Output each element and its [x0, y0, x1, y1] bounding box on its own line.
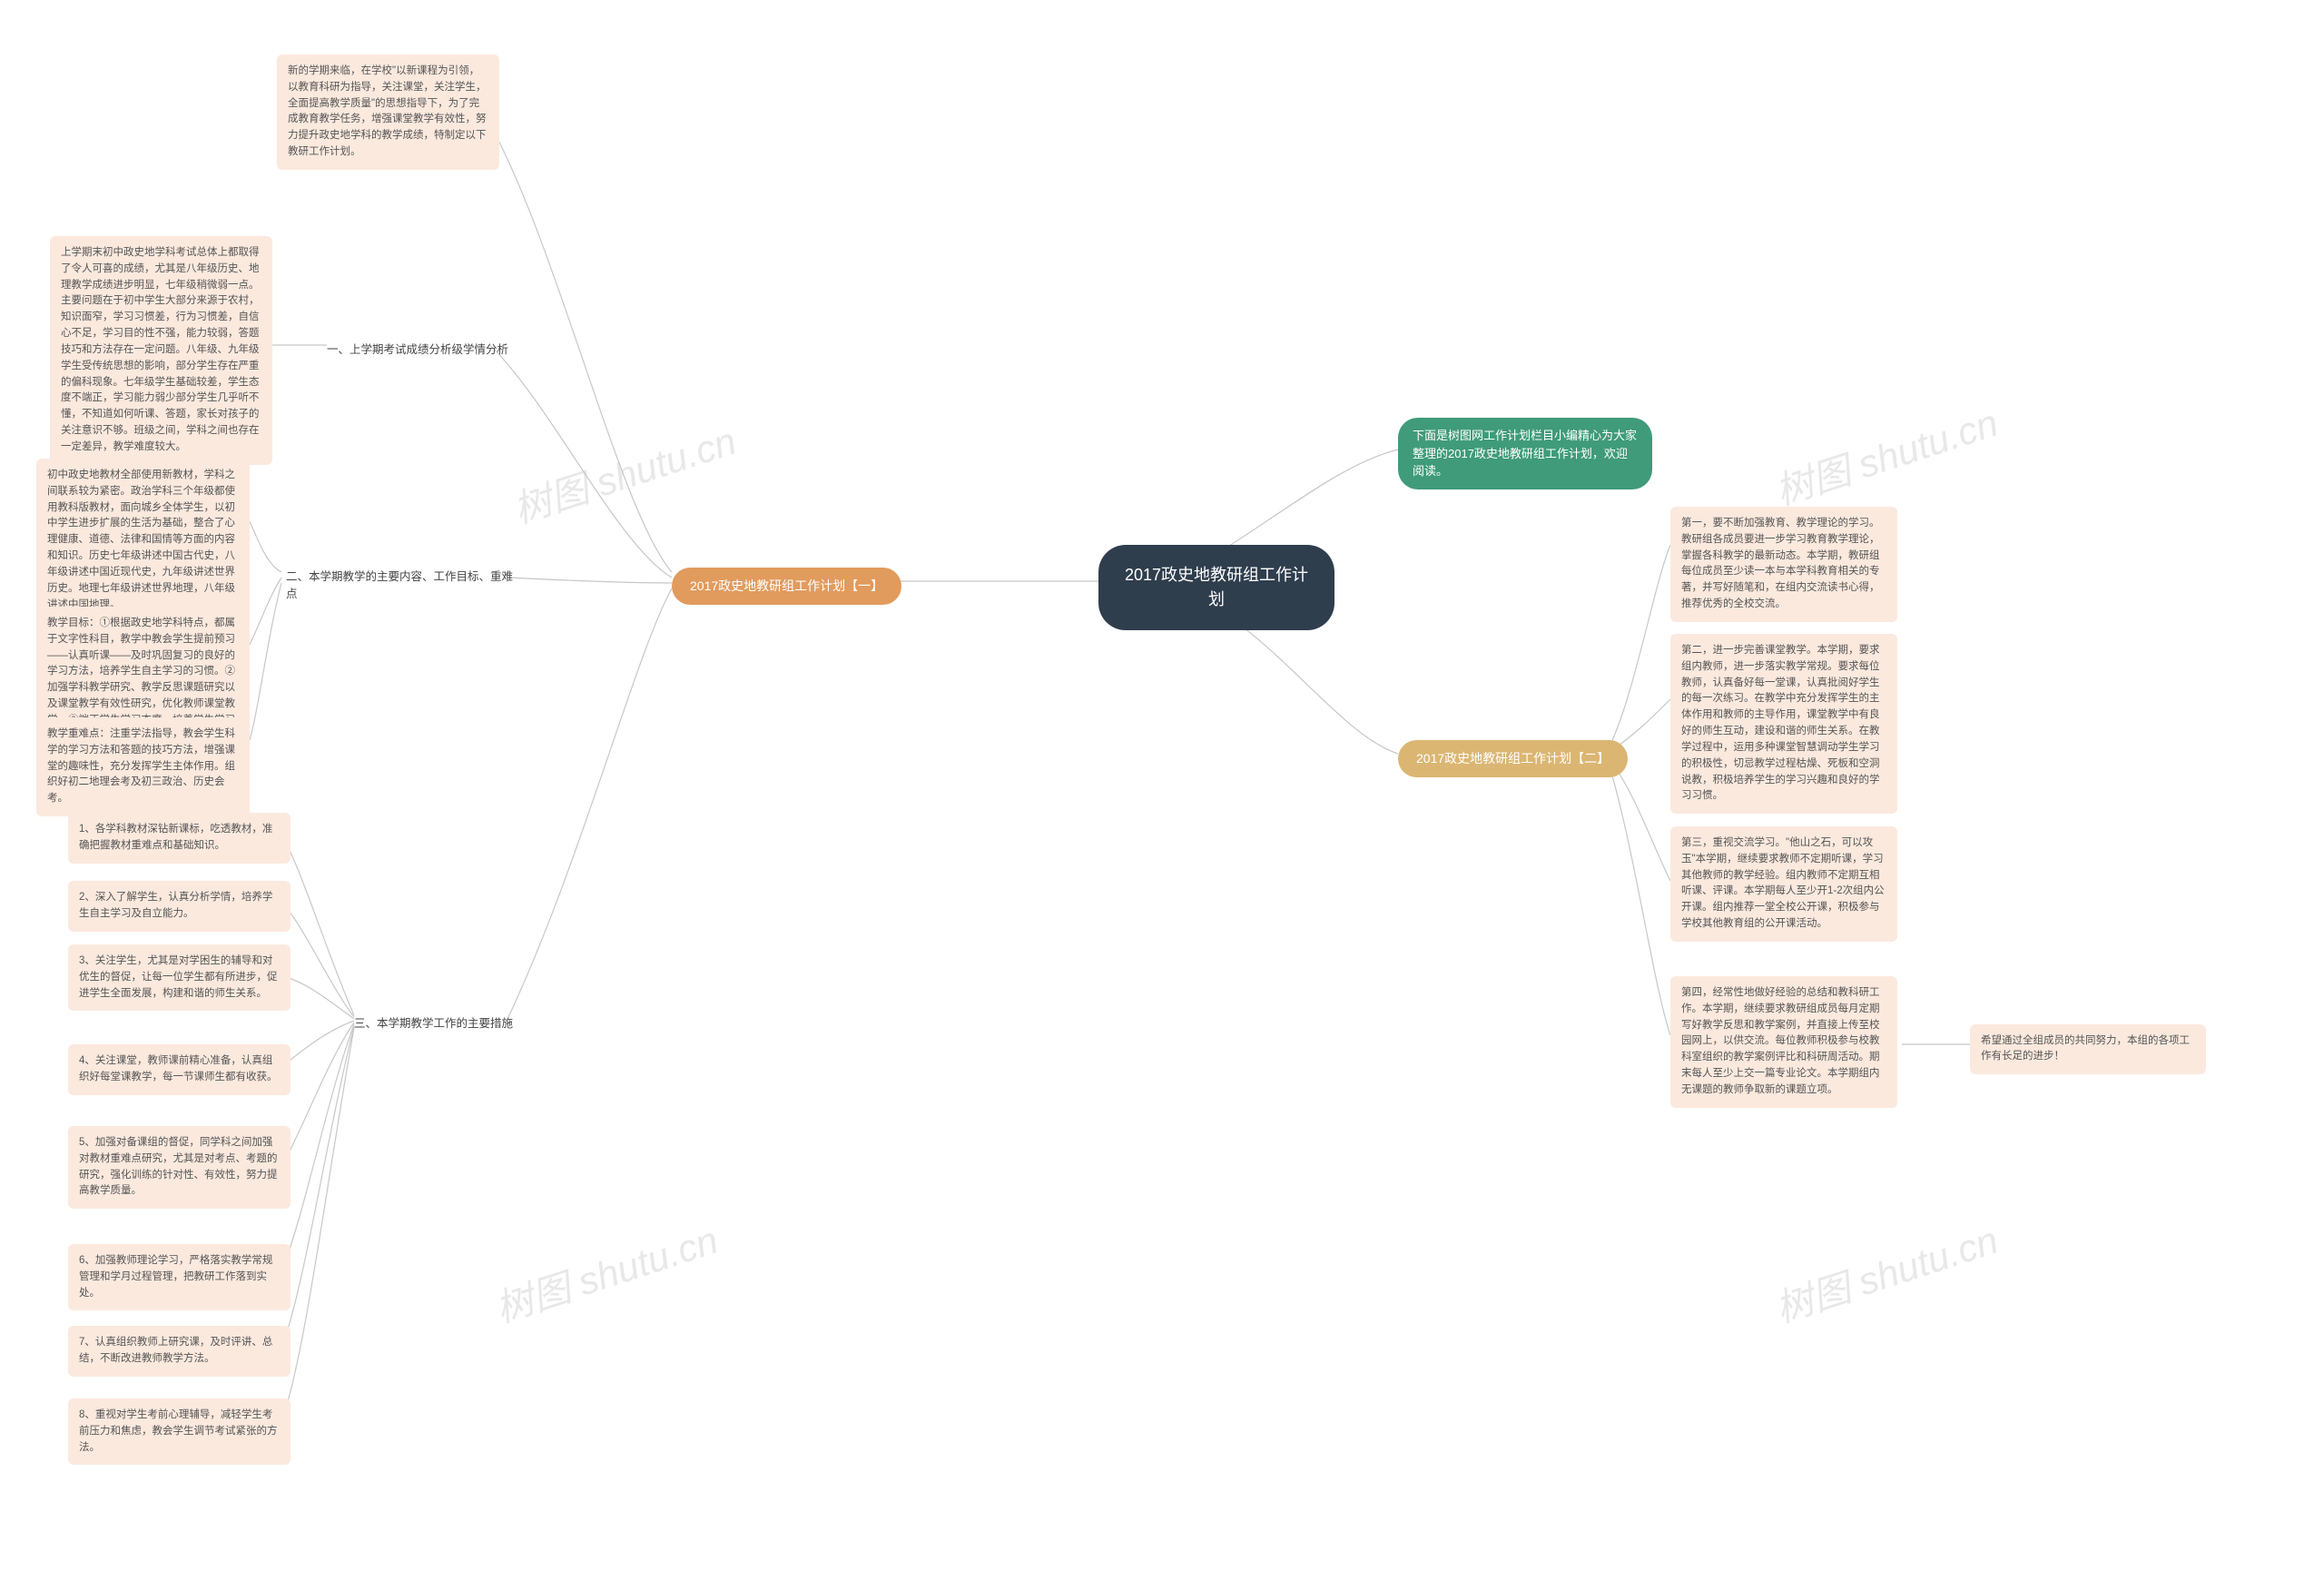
section-3-item-4-text: 4、关注课堂，教师课前精心准备，认真组织好每堂课教学，每一节课师生都有收获。 — [79, 1055, 278, 1082]
plan-two-item-1: 第一，要不断加强教育、教学理论的学习。教研组各成员要进一步学习教育教学理论，掌握… — [1670, 507, 1897, 622]
plan-two-item-4-text: 第四，经常性地做好经验的总结和教科研工作。本学期，继续要求教研组成员每月定期写好… — [1681, 987, 1880, 1095]
plan-two-item-4: 第四，经常性地做好经验的总结和教科研工作。本学期，继续要求教研组成员每月定期写好… — [1670, 976, 1897, 1108]
section-3-item-1: 1、各学科教材深钻新课标，吃透教材，准确把握教材重难点和基础知识。 — [68, 813, 290, 864]
section-3-item-5-text: 5、加强对备课组的督促，同学科之间加强对教材重难点研究，尤其是对考点、考题的研究… — [79, 1137, 278, 1196]
section-3-item-8: 8、重视对学生考前心理辅导，减轻学生考前压力和焦虑，教会学生调节考试紧张的方法。 — [68, 1398, 290, 1465]
connector-layer — [0, 0, 2324, 1581]
plan-two-item-1-text: 第一，要不断加强教育、教学理论的学习。教研组各成员要进一步学习教育教学理论，掌握… — [1681, 518, 1880, 609]
plan-one-prelude: 新的学期来临，在学校"以新课程为引领，以教育科研为指导，关注课堂，关注学生，全面… — [277, 54, 499, 170]
section-3-item-4: 4、关注课堂，教师课前精心准备，认真组织好每堂课教学，每一节课师生都有收获。 — [68, 1044, 290, 1095]
intro-node: 下面是树图网工作计划栏目小编精心为大家整理的2017政史地教研组工作计划，欢迎阅… — [1398, 418, 1652, 489]
plan-two-item-3-text: 第三，重视交流学习。"他山之石，可以攻玉"本学期，继续要求教师不定期听课，学习其… — [1681, 837, 1885, 929]
section-3-title: 三、本学期教学工作的主要措施 — [354, 1008, 513, 1040]
plan-two-node: 2017政史地教研组工作计划【二】 — [1398, 740, 1628, 777]
section-3-item-8-text: 8、重视对学生考前心理辅导，减轻学生考前压力和焦虑，教会学生调节考试紧张的方法。 — [79, 1409, 278, 1453]
watermark: 树图 shutu.cn — [487, 1210, 724, 1334]
watermark: 树图 shutu.cn — [1768, 392, 2004, 517]
section-1-body: 上学期末初中政史地学科考试总体上都取得了令人可喜的成绩，尤其是八年级历史、地理教… — [50, 236, 272, 465]
section-3-item-3-text: 3、关注学生，尤其是对学困生的辅导和对优生的督促，让每一位学生都有所进步，促进学… — [79, 955, 278, 999]
section-2-p3: 教学重难点：注重学法指导，教会学生科学的学习方法和答题的技巧方法，增强课堂的趣味… — [36, 717, 250, 816]
root-title: 2017政史地教研组工作计划 — [1125, 566, 1308, 608]
section-1-body-text: 上学期末初中政史地学科考试总体上都取得了令人可喜的成绩，尤其是八年级历史、地理教… — [61, 247, 260, 452]
section-2-p3-text: 教学重难点：注重学法指导，教会学生科学的学习方法和答题的技巧方法，增强课堂的趣味… — [47, 728, 235, 804]
section-3-item-7: 7、认真组织教师上研究课，及时评讲、总结，不断改进教师教学方法。 — [68, 1326, 290, 1377]
section-3-item-6-text: 6、加强教师理论学习，严格落实教学常规管理和学月过程管理，把教研工作落到实处。 — [79, 1255, 272, 1299]
section-3-item-7-text: 7、认真组织教师上研究课，及时评讲、总结，不断改进教师教学方法。 — [79, 1337, 272, 1364]
section-3-title-text: 三、本学期教学工作的主要措施 — [354, 1017, 513, 1030]
plan-two-wish: 希望通过全组成员的共同努力，本组的各项工作有长足的进步！ — [1970, 1024, 2206, 1074]
plan-two-item-2-text: 第二，进一步完善课堂教学。本学期，要求组内教师，进一步落实教学常规。要求每位教师… — [1681, 645, 1880, 801]
watermark: 树图 shutu.cn — [1768, 1210, 2004, 1334]
plan-two-wish-text: 希望通过全组成员的共同努力，本组的各项工作有长足的进步！ — [1981, 1035, 2190, 1062]
plan-two-item-3: 第三，重视交流学习。"他山之石，可以攻玉"本学期，继续要求教师不定期听课，学习其… — [1670, 826, 1897, 942]
section-2-p1: 初中政史地教材全部使用新教材，学科之间联系较为紧密。政治学科三个年级都使用教科版… — [36, 459, 250, 622]
plan-two-title: 2017政史地教研组工作计划【二】 — [1416, 751, 1610, 766]
watermark: 树图 shutu.cn — [506, 410, 743, 535]
section-2-title: 二、本学期教学的主要内容、工作目标、重难点 — [286, 561, 522, 610]
section-3-item-6: 6、加强教师理论学习，严格落实教学常规管理和学月过程管理，把教研工作落到实处。 — [68, 1244, 290, 1310]
section-3-item-1-text: 1、各学科教材深钻新课标，吃透教材，准确把握教材重难点和基础知识。 — [79, 824, 272, 851]
root-node: 2017政史地教研组工作计划 — [1098, 545, 1334, 630]
section-3-item-5: 5、加强对备课组的督促，同学科之间加强对教材重难点研究，尤其是对考点、考题的研究… — [68, 1126, 290, 1209]
section-3-item-2: 2、深入了解学生，认真分析学情，培养学生自主学习及自立能力。 — [68, 881, 290, 932]
section-1-title: 一、上学期考试成绩分析级学情分析 — [327, 334, 508, 366]
plan-two-item-2: 第二，进一步完善课堂教学。本学期，要求组内教师，进一步落实教学常规。要求每位教师… — [1670, 634, 1897, 814]
section-1-title-text: 一、上学期考试成绩分析级学情分析 — [327, 343, 508, 356]
plan-one-prelude-text: 新的学期来临，在学校"以新课程为引领，以教育科研为指导，关注课堂，关注学生，全面… — [288, 65, 487, 157]
plan-one-node: 2017政史地教研组工作计划【一】 — [672, 568, 901, 605]
section-3-item-2-text: 2、深入了解学生，认真分析学情，培养学生自主学习及自立能力。 — [79, 892, 272, 919]
section-2-title-text: 二、本学期教学的主要内容、工作目标、重难点 — [286, 570, 513, 600]
plan-one-title: 2017政史地教研组工作计划【一】 — [690, 578, 883, 593]
section-3-item-3: 3、关注学生，尤其是对学困生的辅导和对优生的督促，让每一位学生都有所进步，促进学… — [68, 944, 290, 1011]
intro-text: 下面是树图网工作计划栏目小编精心为大家整理的2017政史地教研组工作计划，欢迎阅… — [1413, 429, 1637, 478]
section-2-p1-text: 初中政史地教材全部使用新教材，学科之间联系较为紧密。政治学科三个年级都使用教科版… — [47, 469, 235, 610]
